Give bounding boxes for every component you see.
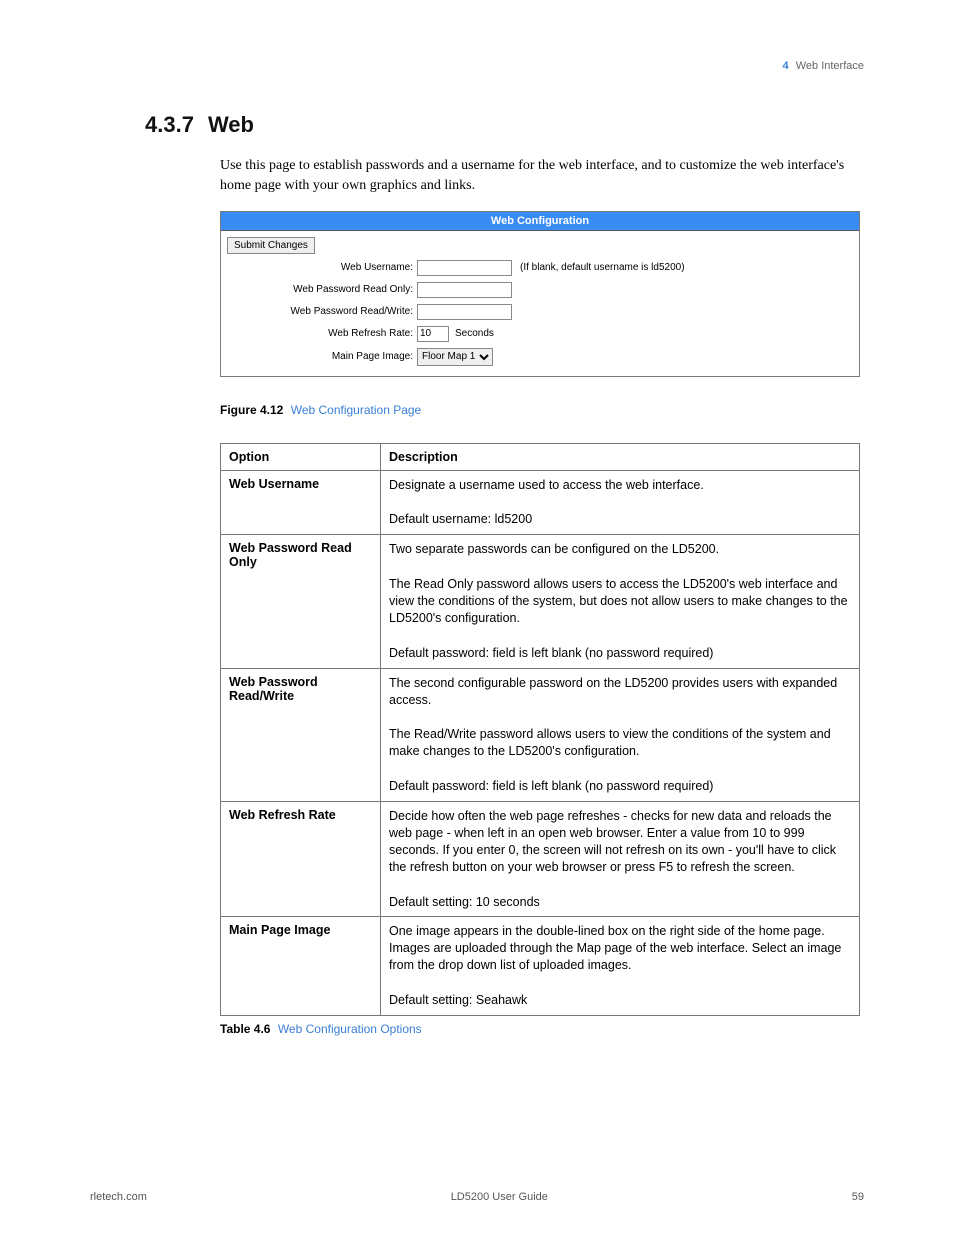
- option-cell: Web Refresh Rate: [221, 802, 381, 917]
- hint-web-username: (If blank, default username is ld5200): [520, 262, 685, 273]
- table-row: Web Username Designate a username used to…: [221, 470, 860, 535]
- label-password-readonly: Web Password Read Only:: [227, 284, 417, 295]
- section-heading: 4.3.7 Web: [145, 112, 864, 138]
- section-number: 4.3.7: [145, 112, 194, 137]
- input-password-readwrite[interactable]: [417, 304, 512, 320]
- intro-paragraph: Use this page to establish passwords and…: [220, 156, 864, 197]
- footer-center: LD5200 User Guide: [451, 1191, 548, 1203]
- table-caption: Table 4.6 Web Configuration Options: [220, 1022, 864, 1036]
- option-cell: Web Username: [221, 470, 381, 535]
- row-password-readwrite: Web Password Read/Write:: [227, 304, 853, 320]
- figure-caption: Figure 4.12 Web Configuration Page: [220, 403, 864, 417]
- row-refresh-rate: Web Refresh Rate: Seconds: [227, 326, 853, 342]
- description-cell: One image appears in the double-lined bo…: [381, 917, 860, 1016]
- description-paragraph: The Read Only password allows users to a…: [389, 576, 851, 627]
- label-main-page-image: Main Page Image:: [227, 351, 417, 362]
- table-label: Table 4.6: [220, 1022, 270, 1036]
- description-cell: The second configurable password on the …: [381, 668, 860, 801]
- description-paragraph: Two separate passwords can be configured…: [389, 541, 851, 558]
- option-cell: Web Password Read/Write: [221, 668, 381, 801]
- row-password-readonly: Web Password Read Only:: [227, 282, 853, 298]
- input-web-username[interactable]: [417, 260, 512, 276]
- table-header-row: Option Description: [221, 443, 860, 470]
- row-web-username: Web Username: (If blank, default usernam…: [227, 260, 853, 276]
- footer-left: rletech.com: [90, 1191, 147, 1203]
- table-row: Main Page ImageOne image appears in the …: [221, 917, 860, 1016]
- description-paragraph: Default setting: Seahawk: [389, 992, 851, 1009]
- description-paragraph: The second configurable password on the …: [389, 675, 851, 709]
- chapter-title: Web Interface: [796, 60, 864, 72]
- figure-label: Figure 4.12: [220, 403, 283, 417]
- page-header: 4 Web Interface: [90, 60, 864, 72]
- page-footer: rletech.com LD5200 User Guide 59: [90, 1191, 864, 1203]
- description-paragraph: Designate a username used to access the …: [389, 477, 851, 494]
- table-row: Web Password Read Only Two separate passw…: [221, 535, 860, 668]
- option-cell: Web Password Read Only: [221, 535, 381, 668]
- select-main-page-image[interactable]: Floor Map 1: [417, 348, 493, 366]
- chapter-number: 4: [783, 60, 789, 72]
- label-web-username: Web Username:: [227, 262, 417, 273]
- options-table: Option Description Web Username Designate…: [220, 443, 860, 1016]
- description-cell: Decide how often the web page refreshes …: [381, 802, 860, 917]
- figure-title: Web Configuration Page: [291, 403, 422, 417]
- header-description: Description: [381, 443, 860, 470]
- header-option: Option: [221, 443, 381, 470]
- description-cell: Two separate passwords can be configured…: [381, 535, 860, 668]
- submit-changes-button[interactable]: Submit Changes: [227, 237, 315, 254]
- option-cell: Main Page Image: [221, 917, 381, 1016]
- description-paragraph: Default password: field is left blank (n…: [389, 778, 851, 795]
- description-paragraph: Decide how often the web page refreshes …: [389, 808, 851, 876]
- section-title: Web: [208, 112, 254, 137]
- footer-right: 59: [852, 1191, 864, 1203]
- description-paragraph: Default username: ld5200: [389, 511, 851, 528]
- description-paragraph: One image appears in the double-lined bo…: [389, 923, 851, 974]
- table-row: Web Refresh RateDecide how often the web…: [221, 802, 860, 917]
- description-paragraph: Default password: field is left blank (n…: [389, 645, 851, 662]
- description-paragraph: Default setting: 10 seconds: [389, 894, 851, 911]
- description-paragraph: The Read/Write password allows users to …: [389, 726, 851, 760]
- input-password-readonly[interactable]: [417, 282, 512, 298]
- description-cell: Designate a username used to access the …: [381, 470, 860, 535]
- label-refresh-rate: Web Refresh Rate:: [227, 328, 417, 339]
- input-refresh-rate[interactable]: [417, 326, 449, 342]
- label-password-readwrite: Web Password Read/Write:: [227, 306, 417, 317]
- panel-title: Web Configuration: [221, 212, 859, 231]
- table-row: Web Password Read/WriteThe second config…: [221, 668, 860, 801]
- web-configuration-panel: Web Configuration Submit Changes Web Use…: [220, 211, 860, 377]
- unit-refresh-rate: Seconds: [455, 328, 494, 339]
- table-title: Web Configuration Options: [278, 1022, 422, 1036]
- row-main-page-image: Main Page Image: Floor Map 1: [227, 348, 853, 366]
